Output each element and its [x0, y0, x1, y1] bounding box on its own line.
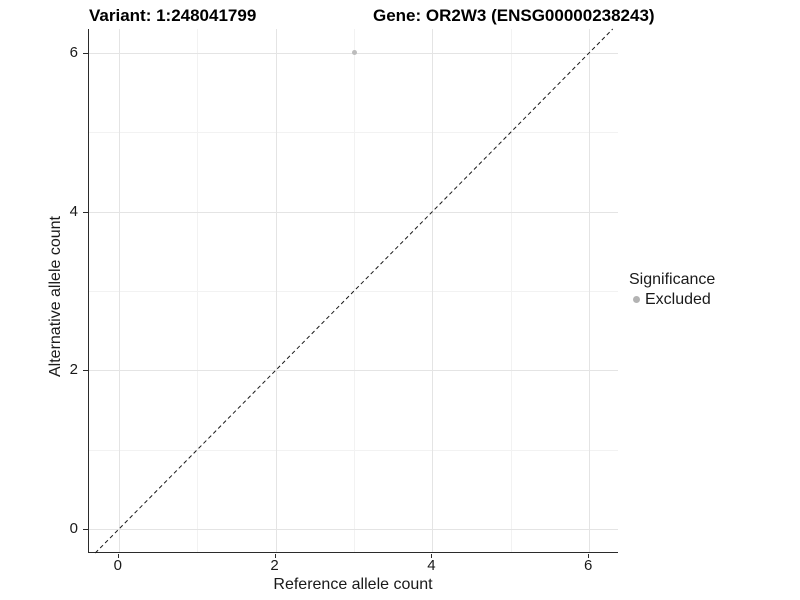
x-axis-tickmark — [118, 554, 119, 558]
y-axis-tick-label: 2 — [69, 361, 78, 379]
legend-item-label: Excluded — [645, 291, 711, 308]
plot-title-gene: Gene: OR2W3 (ENSG00000238243) — [373, 6, 655, 25]
plot-panel — [88, 28, 618, 554]
gridline-minor-vertical — [354, 29, 355, 552]
data-point — [351, 50, 357, 56]
legend-item-excluded: Excluded — [629, 290, 715, 309]
gridline-minor-horizontal — [89, 132, 618, 134]
x-axis-tick-label: 0 — [113, 557, 122, 574]
x-axis-tickmark — [275, 554, 276, 558]
gridline-major-vertical — [275, 29, 277, 552]
x-axis-tickmark — [588, 554, 589, 558]
gridline-minor-horizontal — [89, 449, 618, 451]
legend-point-swatch — [633, 296, 640, 303]
y-axis-tickmark — [83, 212, 88, 213]
gridline-major-vertical — [589, 29, 591, 552]
identity-dashed-line — [94, 28, 614, 554]
y-axis-tick-label: 6 — [69, 43, 78, 61]
legend: Significance Excluded — [629, 270, 715, 309]
y-axis-tickmark — [83, 53, 88, 54]
y-axis-tickmark — [83, 370, 88, 371]
y-axis-tick-label: 0 — [69, 520, 78, 538]
identity-line-layer — [94, 28, 614, 554]
gridline-minor-vertical — [510, 29, 512, 552]
legend-title: Significance — [629, 271, 716, 288]
gridline-major-horizontal — [89, 211, 618, 213]
y-axis-tick-label: 4 — [69, 202, 78, 220]
plot-title-variant: Variant: 1:248041799 — [89, 6, 257, 25]
gridline-major-vertical — [432, 29, 434, 552]
gridline-major-horizontal — [89, 529, 618, 531]
x-axis-tick-label: 4 — [427, 557, 436, 574]
gridline-minor-vertical — [197, 29, 199, 552]
x-axis-tick-label: 6 — [584, 557, 593, 574]
gridline-major-horizontal — [89, 370, 618, 372]
x-axis-tick-label: 2 — [270, 557, 279, 574]
x-axis-tickmark — [431, 554, 432, 558]
gridline-major-vertical — [118, 29, 120, 552]
y-axis-title: Alternative allele count — [47, 216, 64, 377]
y-axis-tickmark — [83, 529, 88, 530]
x-axis-title: Reference allele count — [273, 576, 433, 593]
